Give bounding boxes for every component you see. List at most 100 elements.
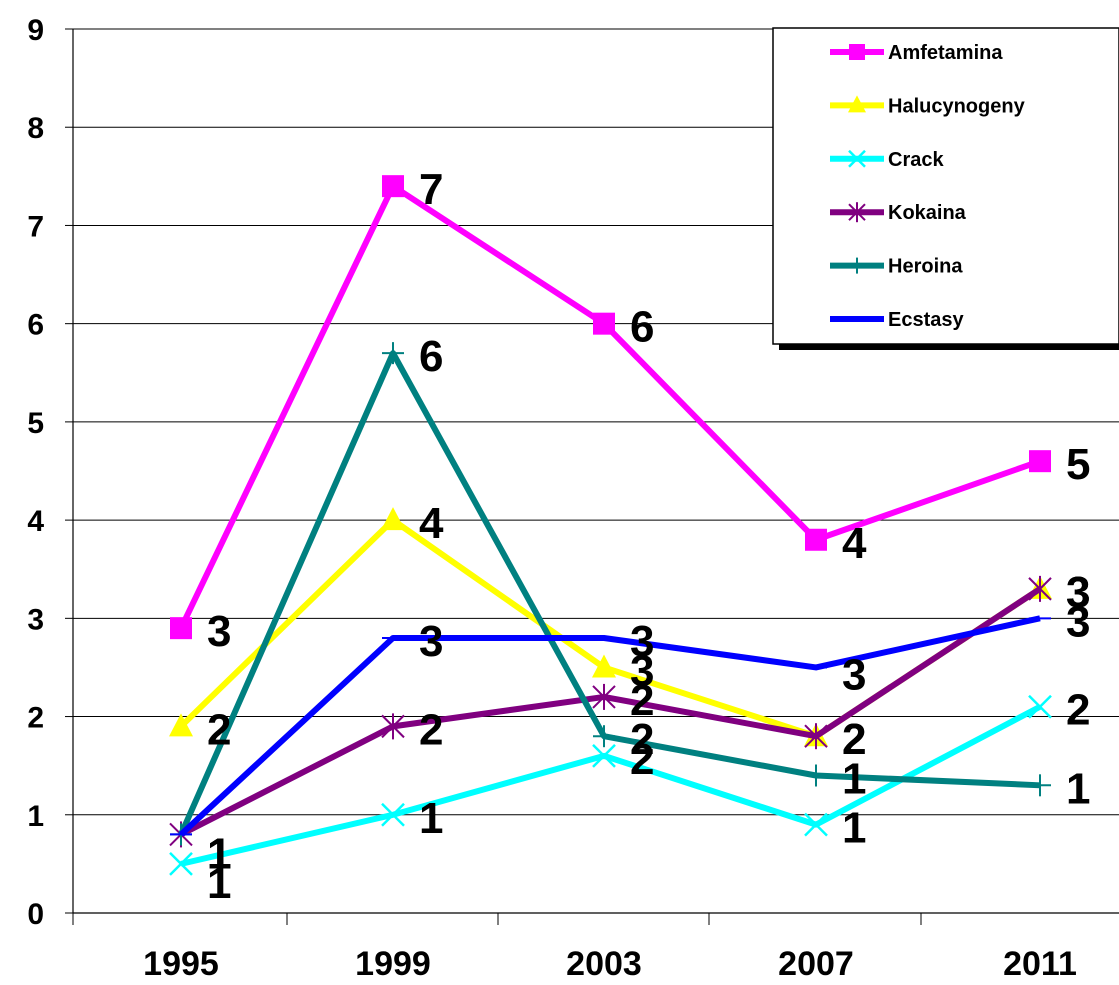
data-point-marker — [592, 654, 616, 678]
triangle-marker — [169, 713, 193, 737]
y-tick-label: 1 — [27, 800, 44, 833]
data-point-marker — [170, 617, 192, 640]
data-label: 3 — [630, 646, 654, 695]
data-label: 4 — [419, 499, 444, 548]
data-point-marker — [1029, 450, 1051, 473]
data-point-marker — [804, 812, 828, 837]
data-label: 1 — [842, 804, 866, 853]
data-label: 3 — [1066, 597, 1090, 646]
y-tick-label: 9 — [27, 14, 44, 47]
square-marker — [849, 44, 865, 60]
legend-label: Halucynogeny — [888, 95, 1026, 117]
data-label: 1 — [207, 829, 231, 878]
data-point-marker — [381, 802, 405, 827]
data-label: 2 — [842, 715, 866, 764]
legend: Amfetamina Halucynogeny Crack Kokaina Heroin… — [772, 27, 1119, 350]
data-point-marker — [381, 713, 405, 740]
square-marker — [382, 175, 404, 198]
y-tick-label: 2 — [27, 702, 44, 735]
data-label: 2 — [419, 705, 443, 754]
data-label: 1 — [419, 794, 443, 843]
data-label: 3 — [630, 617, 654, 666]
data-label: 7 — [419, 165, 443, 214]
data-label: 1 — [207, 829, 231, 878]
x-marker-stroke — [592, 743, 616, 768]
x-tick-label: 2011 — [1003, 945, 1077, 983]
data-point-marker — [169, 852, 193, 876]
data-label: 2 — [630, 735, 654, 784]
data-point-marker — [593, 312, 615, 335]
triangle-marker — [592, 654, 616, 678]
data-label: 2 — [1066, 686, 1090, 735]
square-marker — [170, 617, 192, 640]
legend-label: Crack — [888, 149, 944, 171]
data-label: 1 — [842, 754, 866, 803]
y-tick-label: 6 — [27, 309, 44, 342]
data-label: 3 — [207, 607, 231, 656]
data-point-marker — [849, 257, 865, 274]
data-point-marker — [169, 713, 193, 737]
legend-label: Amfetamina — [888, 42, 1003, 64]
data-point-marker — [805, 764, 827, 787]
data-label: 6 — [630, 303, 654, 352]
data-point-marker — [382, 175, 404, 198]
y-tick-label: 0 — [27, 898, 44, 931]
x-axis-tick-labels: 1995 1999 2003 2007 2011 — [143, 945, 1077, 983]
legend-label: Heroina — [888, 256, 963, 278]
x-marker-stroke — [1028, 694, 1052, 719]
x-marker-stroke — [169, 852, 193, 876]
data-label: 5 — [1066, 440, 1090, 489]
legend-box — [772, 27, 1119, 345]
x-marker-stroke — [848, 149, 866, 168]
x-marker-stroke — [381, 802, 405, 827]
data-point-marker — [593, 725, 615, 748]
y-tick-label: 4 — [27, 505, 44, 538]
data-point-marker — [592, 743, 616, 768]
data-point-marker — [805, 528, 827, 551]
series-line-ecstasy — [178, 615, 1041, 837]
data-point-marker — [592, 683, 616, 710]
square-marker — [805, 528, 827, 551]
axes — [65, 28, 1119, 925]
data-point-marker — [848, 202, 866, 223]
triangle-marker — [848, 95, 866, 113]
data-label: 2 — [842, 715, 866, 764]
data-label: 1 — [207, 859, 231, 908]
series-lines — [169, 175, 1052, 876]
data-point-marker — [849, 44, 865, 60]
data-label: 4 — [842, 519, 867, 568]
y-tick-label: 3 — [27, 603, 44, 636]
square-marker — [1029, 450, 1051, 473]
x-tick-label: 2007 — [778, 945, 854, 983]
legend-label: Ecstasy — [888, 309, 964, 331]
y-axis-tick-labels: 0 1 2 3 4 5 6 7 8 9 — [27, 14, 44, 931]
data-label: 2 — [630, 715, 654, 764]
data-label: 1 — [207, 829, 231, 878]
data-label: 3 — [1066, 568, 1090, 617]
y-tick-label: 7 — [27, 210, 44, 243]
data-point-marker — [848, 149, 866, 168]
data-label: 3 — [419, 617, 443, 666]
data-point-marker — [804, 723, 828, 750]
data-label: 3 — [1066, 568, 1090, 617]
data-point-marker — [381, 507, 405, 531]
legend-label: Kokaina — [888, 202, 967, 224]
data-label: 1 — [1066, 764, 1090, 813]
x-tick-label: 1999 — [355, 945, 431, 983]
data-label: 3 — [842, 650, 866, 699]
x-marker-stroke — [804, 812, 828, 837]
y-tick-label: 5 — [27, 407, 44, 440]
x-tick-label: 2003 — [566, 945, 642, 983]
data-point-marker — [1028, 694, 1052, 719]
data-point-marker — [848, 95, 866, 113]
x-tick-label: 1995 — [143, 945, 219, 983]
data-label: 2 — [630, 676, 654, 725]
data-point-marker — [382, 342, 404, 365]
data-label: 6 — [419, 332, 443, 381]
data-point-marker — [1028, 575, 1052, 602]
series-line-crack — [180, 704, 1042, 867]
triangle-marker — [381, 507, 405, 531]
square-marker — [593, 312, 615, 335]
